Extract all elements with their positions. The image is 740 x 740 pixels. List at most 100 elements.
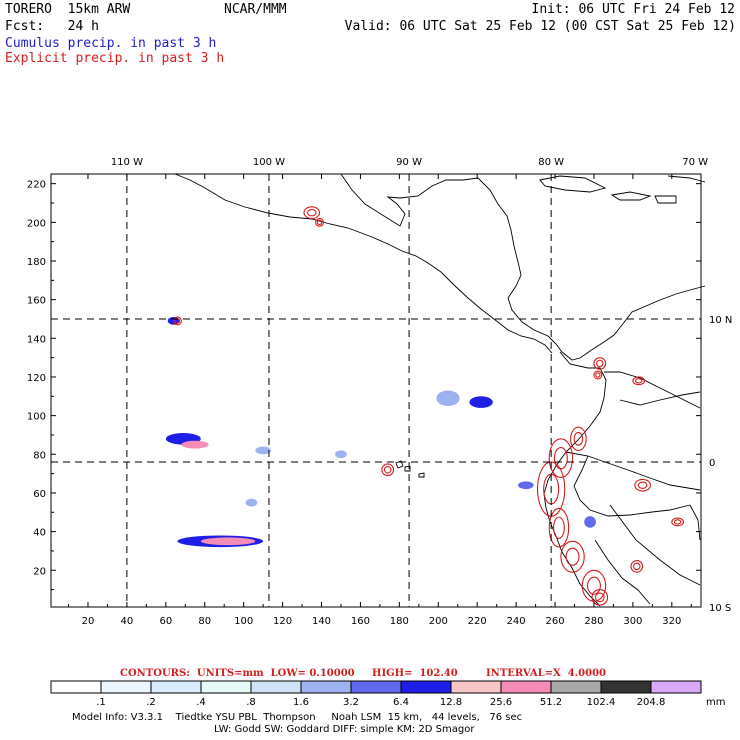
x-axis: 20 40 60 80 100 120 140 160 180 200 220 240 260 280 30… [68,174,692,627]
field-explicit-label: Explicit precip. in past 3 h [5,51,225,66]
explicit-contour-14 [630,560,644,573]
y-tick-label: 40 [33,528,46,539]
explicit-contour-9 [548,507,570,548]
model-info-line: Model Info: V3.3.1 Tiedtke YSU PBL Thomp… [72,712,523,723]
x-tick-label: 300 [623,616,642,627]
precip-area-11 [255,446,271,455]
x-tick-label: 260 [545,616,564,627]
y-axis: 20 40 60 80 100 120 140 160 180 200 220 [27,180,701,591]
explicit-contour-inner-1 [316,219,323,226]
explicit-contour-inner-6 [573,431,584,446]
field-cumulus-label: Cumulus precip. in past 3 h [5,36,217,51]
explicit-contour-inner-11 [586,576,601,595]
colorbar-swatch [100,680,152,694]
colorbar-label: 3.2 [343,697,359,708]
x-tick-label: 320 [662,616,681,627]
colorbar-label: 51.2 [540,697,562,708]
explicit-contour-3 [593,357,607,370]
y-tick-label: 100 [27,412,46,423]
colorbar-swatch [550,680,602,694]
explicit-contour-inner-12 [594,592,605,603]
longitude-label: 70 W [682,157,708,168]
colorbar-label: .2 [146,697,156,708]
y-tick-label: 180 [27,257,46,268]
y-tick-label: 80 [33,450,46,461]
explicit-contour-7 [548,438,574,479]
explicit-contour-inner-2 [383,466,392,474]
x-tick-label: 220 [468,616,487,627]
explicit-contour-inner-3 [596,359,604,368]
y-tick-label: 200 [27,218,46,229]
precip-area-9 [584,516,596,528]
explicit-contour-16 [173,316,182,326]
colorbar-swatch [650,680,702,694]
explicit-contour-15 [671,517,685,527]
explicit-contour-5 [632,376,646,386]
colorbar-label: 6.4 [393,697,409,708]
explicit-contour-13 [634,478,651,492]
colorbar-label: 25.6 [490,697,512,708]
x-tick-label: 140 [312,616,331,627]
explicit-contour-12 [591,589,609,606]
valid-time: Valid: 06 UTC Sat 25 Feb 12 (00 CST Sat … [344,19,736,34]
explicit-contour-inner-7 [553,446,568,470]
colorbar-swatch [400,680,452,694]
precip-area-1 [181,440,209,449]
colorbar-unit: mm [706,697,725,708]
model-name: TORERO 15km ARW [5,2,131,17]
precip-area-7 [335,450,347,459]
colorbar-swatch [200,680,252,694]
longitude-labels: 110 W 100 W 90 W 80 W 70 W [111,157,708,168]
x-tick-label: 280 [584,616,603,627]
explicit-contour-1 [315,217,325,227]
explicit-contour-inner-13 [637,481,648,489]
explicit-contour-10 [560,540,585,573]
colorbar-label: 1.6 [293,697,309,708]
explicit-contour-0 [303,206,321,220]
forecast-hour: Fcst: 24 h [5,19,99,34]
coastline-outlines [174,173,706,607]
explicit-contour-inner-15 [673,519,682,525]
latitude-label: 10 S [709,603,731,614]
y-tick-label: 140 [27,334,46,345]
explicit-contour-6 [570,426,587,451]
explicit-contour-4 [593,370,603,380]
latitude-label: 10 N [709,315,732,326]
colorbar-label: .4 [196,697,206,708]
plot-frame [50,173,702,608]
x-tick-label: 120 [273,616,292,627]
colorbar-label: 12.8 [440,697,462,708]
precip-area-3 [200,537,256,546]
precip-area-4 [469,396,493,408]
explicit-contour-inner-4 [595,372,601,378]
organization: NCAR/MMM [224,2,287,17]
x-tick-label: 100 [234,616,253,627]
explicit-contour-11 [581,569,607,602]
explicit-contour-inner-0 [306,208,317,217]
latitude-labels: 10 N 0 10 S [709,315,732,614]
colorbar-label: 102.4 [587,697,616,708]
explicit-contour-inner-9 [553,516,565,539]
longitude-label: 110 W [111,157,143,168]
lat-lon-grid [51,174,701,607]
physics-info-line: LW: Godd SW: Goddard DIFF: simple KM: 2D… [214,724,475,735]
longitude-label: 100 W [253,157,285,168]
x-tick-label: 80 [198,616,211,627]
colorbar-swatch [150,680,202,694]
colorbar: .1 .2 .4 .8 1.6 3.2 6.4 12.8 25.6 51.2 102.4 204.8 m… [50,680,725,708]
cumulus-precip-areas [165,317,596,548]
colorbar-label: .8 [246,697,256,708]
colorbar-label: 204.8 [637,697,666,708]
colorbar-swatch [300,680,352,694]
x-tick-label: 180 [390,616,409,627]
longitude-label: 80 W [538,157,564,168]
x-tick-label: 200 [429,616,448,627]
y-tick-label: 220 [27,180,46,191]
x-tick-label: 60 [159,616,172,627]
precip-area-8 [518,481,534,490]
contour-units-note: CONTOURS: UNITS=mm LOW= 0.10000 [120,668,355,679]
explicit-contour-inner-14 [633,562,641,571]
precip-area-6 [436,390,460,406]
colorbar-swatch [350,680,402,694]
